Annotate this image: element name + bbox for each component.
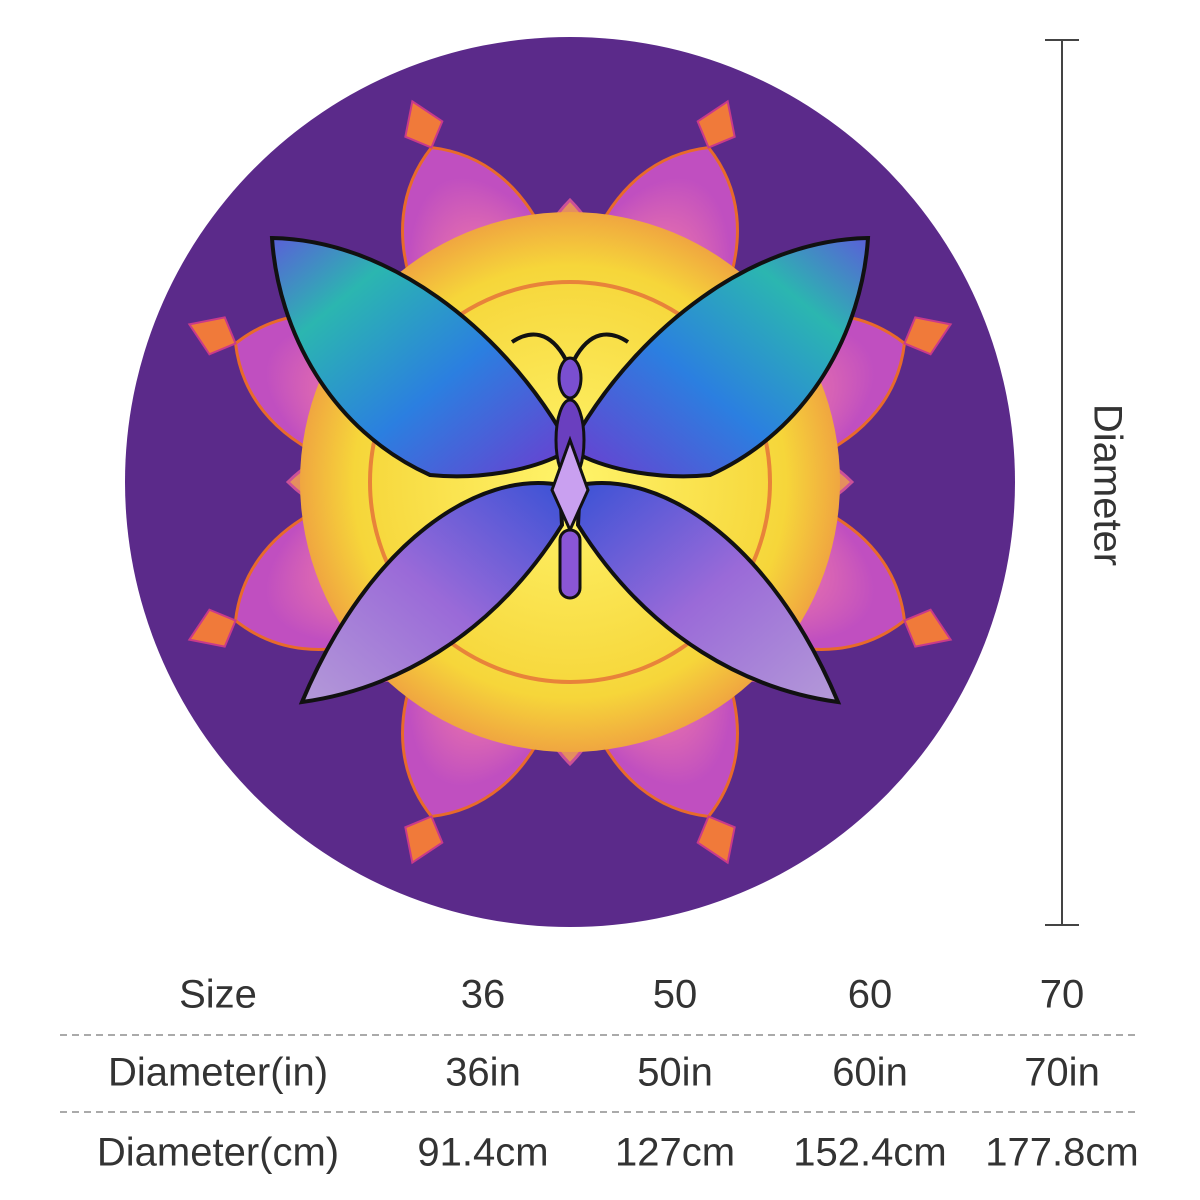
dimension-label: Diameter: [1085, 404, 1129, 566]
petal-tip: [404, 99, 444, 149]
abdomen: [558, 528, 582, 600]
row-label: Diameter(cm): [97, 1131, 339, 1175]
row-label: Diameter(in): [108, 1051, 328, 1095]
petal-tip: [404, 815, 444, 865]
table-cell: 91.4cm: [417, 1131, 548, 1175]
header-cell: 50: [653, 973, 698, 1017]
mandala-ring: [368, 280, 772, 684]
butterfly: [269, 235, 871, 705]
upper-wing: [269, 235, 562, 479]
table-cell: 177.8cm: [985, 1131, 1138, 1175]
header-cell: Size: [179, 973, 257, 1017]
right-wings: [575, 235, 871, 705]
table-cell: 60in: [832, 1051, 908, 1095]
antennae: [510, 332, 630, 361]
table-cell: 50in: [637, 1051, 713, 1095]
petal-tip: [187, 316, 237, 356]
table-cell: 36in: [445, 1051, 521, 1095]
petal-tip: [903, 608, 953, 648]
petal-tip: [903, 316, 953, 356]
lower-wing: [298, 481, 565, 705]
table-cell: 152.4cm: [793, 1131, 946, 1175]
upper-wing: [578, 235, 871, 479]
head: [557, 356, 583, 400]
table-cell: 70in: [1024, 1051, 1100, 1095]
dimension-indicator: Diameter: [1045, 39, 1129, 926]
petal-tip: [187, 608, 237, 648]
size-table: Size 36 50 60 70 Diameter(in) 36in 50in 60in 70in…: [60, 973, 1140, 1175]
table-cell: 127cm: [615, 1131, 735, 1175]
header-cell: 70: [1040, 973, 1085, 1017]
header-cell: 36: [461, 973, 506, 1017]
lower-wing: [575, 481, 842, 705]
left-wings: [269, 235, 565, 705]
petal-tip: [696, 99, 736, 149]
petal-tip: [696, 815, 736, 865]
header-cell: 60: [848, 973, 893, 1017]
